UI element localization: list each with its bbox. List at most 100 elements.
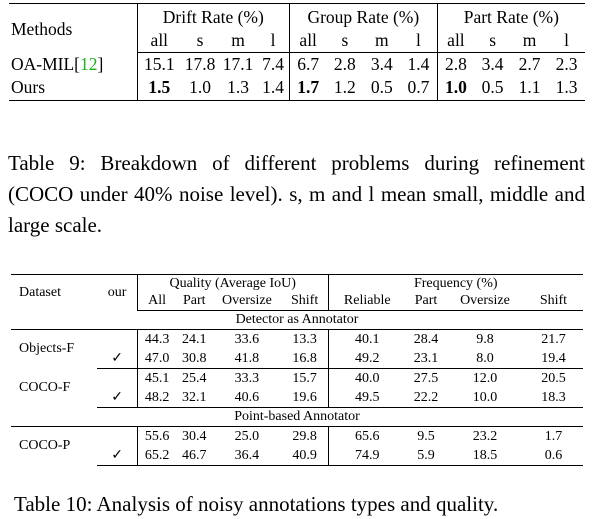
sub-header: m [219, 29, 258, 53]
value-cell: 1.7 [289, 76, 327, 101]
sub-header: l [400, 29, 438, 53]
value-cell: 8.0 [445, 349, 524, 369]
frequency-header: Frequency (%) [328, 274, 583, 292]
sub-header: s [474, 29, 512, 53]
value-cell: 12.0 [472, 370, 498, 386]
table-9-caption: Table 9: Breakdown of different problems… [8, 151, 585, 237]
dataset-name: COCO-F [19, 380, 71, 395]
column-header: Oversize [212, 292, 282, 311]
value-cell: 9.5 [417, 428, 435, 444]
table-row: Ours 1.5 1.0 1.3 1.4 1.7 1.2 0.5 0.7 1.0… [9, 76, 585, 101]
value-cell: 0.7 [400, 76, 438, 101]
value-cell: 40.6 [212, 388, 282, 408]
drift-rate-header: Drift Rate (%) [137, 3, 290, 29]
column-header: Oversize [445, 292, 524, 311]
value-cell: 1.0 [437, 76, 475, 101]
value-cell: 1.1 [511, 76, 549, 101]
value-cell: 33.3 [234, 370, 260, 386]
sub-header: all [137, 29, 181, 53]
table-10-caption: Table 10: Analysis of noisy annotations … [14, 492, 499, 516]
sub-header: all [289, 29, 327, 53]
our-cell [97, 368, 138, 388]
value-cell: 17.1 [222, 53, 254, 74]
table-row: COCO-P 55.6 30.4 25.0 29.8 65.6 9.5 23.2… [11, 426, 583, 453]
value-cell: 5.9 [405, 446, 446, 466]
value-cell: 44.3 [144, 331, 170, 347]
column-header: Shift [523, 292, 583, 311]
sub-header: l [548, 29, 585, 53]
value-cell: 2.8 [444, 53, 467, 74]
value-cell: 0.5 [474, 76, 512, 101]
value-cell: 1.3 [219, 76, 258, 101]
value-cell: 23.2 [472, 428, 498, 444]
value-cell: 2.8 [333, 53, 356, 74]
value-cell: 20.5 [541, 370, 566, 386]
value-cell: 41.8 [212, 349, 282, 369]
value-cell: 6.7 [297, 53, 320, 74]
value-cell: 40.1 [355, 331, 380, 347]
value-cell: 32.1 [176, 388, 213, 408]
citation-link[interactable]: 12 [80, 53, 98, 74]
value-cell: 18.3 [523, 388, 583, 408]
value-cell: 46.7 [176, 446, 213, 466]
sub-header: l [257, 29, 290, 53]
value-cell: 45.1 [144, 370, 170, 386]
value-cell: 65.2 [137, 446, 177, 466]
value-cell: 1.0 [180, 76, 220, 101]
value-cell: 1.2 [326, 76, 364, 101]
value-cell: 1.4 [400, 52, 438, 76]
column-header: Shift [281, 292, 329, 311]
value-cell: 47.0 [137, 349, 177, 369]
value-cell: 19.4 [523, 349, 583, 369]
value-cell: 21.7 [541, 331, 566, 347]
value-cell: 40.9 [281, 446, 329, 466]
value-cell: 28.4 [413, 331, 439, 347]
section-label: Point-based Annotator [11, 407, 583, 427]
value-cell: 1.3 [548, 76, 585, 101]
value-cell: 13.3 [281, 329, 329, 349]
dataset-header: Dataset [11, 274, 98, 311]
method-name: Ours [9, 76, 138, 101]
sub-header: m [511, 29, 549, 53]
value-cell: 33.6 [234, 331, 260, 347]
value-cell: 1.5 [137, 76, 181, 101]
value-cell: 1.4 [257, 76, 290, 101]
value-cell: 30.8 [176, 349, 213, 369]
table-row: Objects-F 44.3 24.1 33.6 13.3 40.1 28.4 … [11, 329, 583, 356]
sub-header: s [326, 29, 364, 53]
value-cell: 0.5 [363, 76, 401, 101]
value-cell: 48.2 [137, 388, 177, 408]
table-row: ✓ 65.2 46.7 36.4 40.9 74.9 5.9 18.5 0.6 [11, 446, 583, 466]
value-cell: 74.9 [328, 446, 406, 466]
methods-header: Methods [9, 3, 138, 53]
column-header: Part [405, 292, 446, 311]
value-cell: 16.8 [281, 349, 329, 369]
check-mark: ✓ [97, 349, 138, 369]
table-10: Dataset our Quality (Average IoU) Freque… [11, 274, 583, 466]
value-cell: 2.7 [518, 53, 541, 74]
value-cell: 15.1 [143, 53, 175, 74]
dataset-name: COCO-P [19, 438, 71, 454]
value-cell: 24.1 [182, 331, 207, 347]
value-cell: 30.4 [182, 428, 207, 444]
value-cell: 19.6 [281, 388, 329, 408]
value-cell: 9.8 [476, 331, 494, 347]
sub-header: s [180, 29, 220, 53]
value-cell: 36.4 [212, 446, 282, 466]
our-cell [97, 426, 138, 446]
part-rate-header: Part Rate (%) [437, 3, 585, 29]
value-cell: 49.5 [328, 388, 406, 408]
section-label: Detector as Annotator [11, 310, 583, 330]
value-cell: 22.2 [405, 388, 446, 408]
table-9: Methods Drift Rate (%) Group Rate (%) Pa… [9, 3, 585, 101]
value-cell: 17.8 [184, 53, 216, 74]
our-cell [97, 329, 138, 349]
value-cell: 15.7 [281, 368, 329, 388]
method-name: OA-MIL[12] [9, 52, 138, 76]
value-cell: 27.5 [413, 370, 439, 386]
check-mark: ✓ [97, 446, 138, 466]
sub-header: m [363, 29, 401, 53]
table-row: COCO-F 45.1 25.4 33.3 15.7 40.0 27.5 12.… [11, 368, 583, 395]
value-cell: 7.4 [257, 52, 290, 76]
